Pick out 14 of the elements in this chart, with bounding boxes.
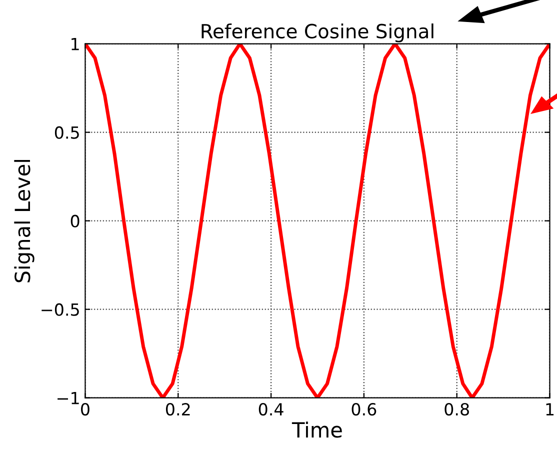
x-tick-label: 0 (81, 403, 90, 416)
y-tick-label: 0 (70, 214, 80, 228)
y-tick-label: 0.5 (54, 126, 79, 139)
x-axis-title: Time (292, 422, 342, 438)
x-tick-label: 1 (546, 403, 554, 416)
x-tick-label: 0.6 (352, 403, 376, 416)
y-axis-title: Signal Level (14, 160, 34, 282)
x-tick-label: 0.4 (258, 403, 284, 416)
chart-title: Reference Cosine Signal (202, 23, 434, 42)
y-tick-label: 1 (72, 38, 79, 50)
y-tick-label: −0.5 (42, 303, 79, 316)
y-tick-label: −1 (58, 392, 79, 404)
x-tick-label: 0.2 (166, 403, 190, 416)
x-tick-label: 0.8 (444, 403, 469, 416)
